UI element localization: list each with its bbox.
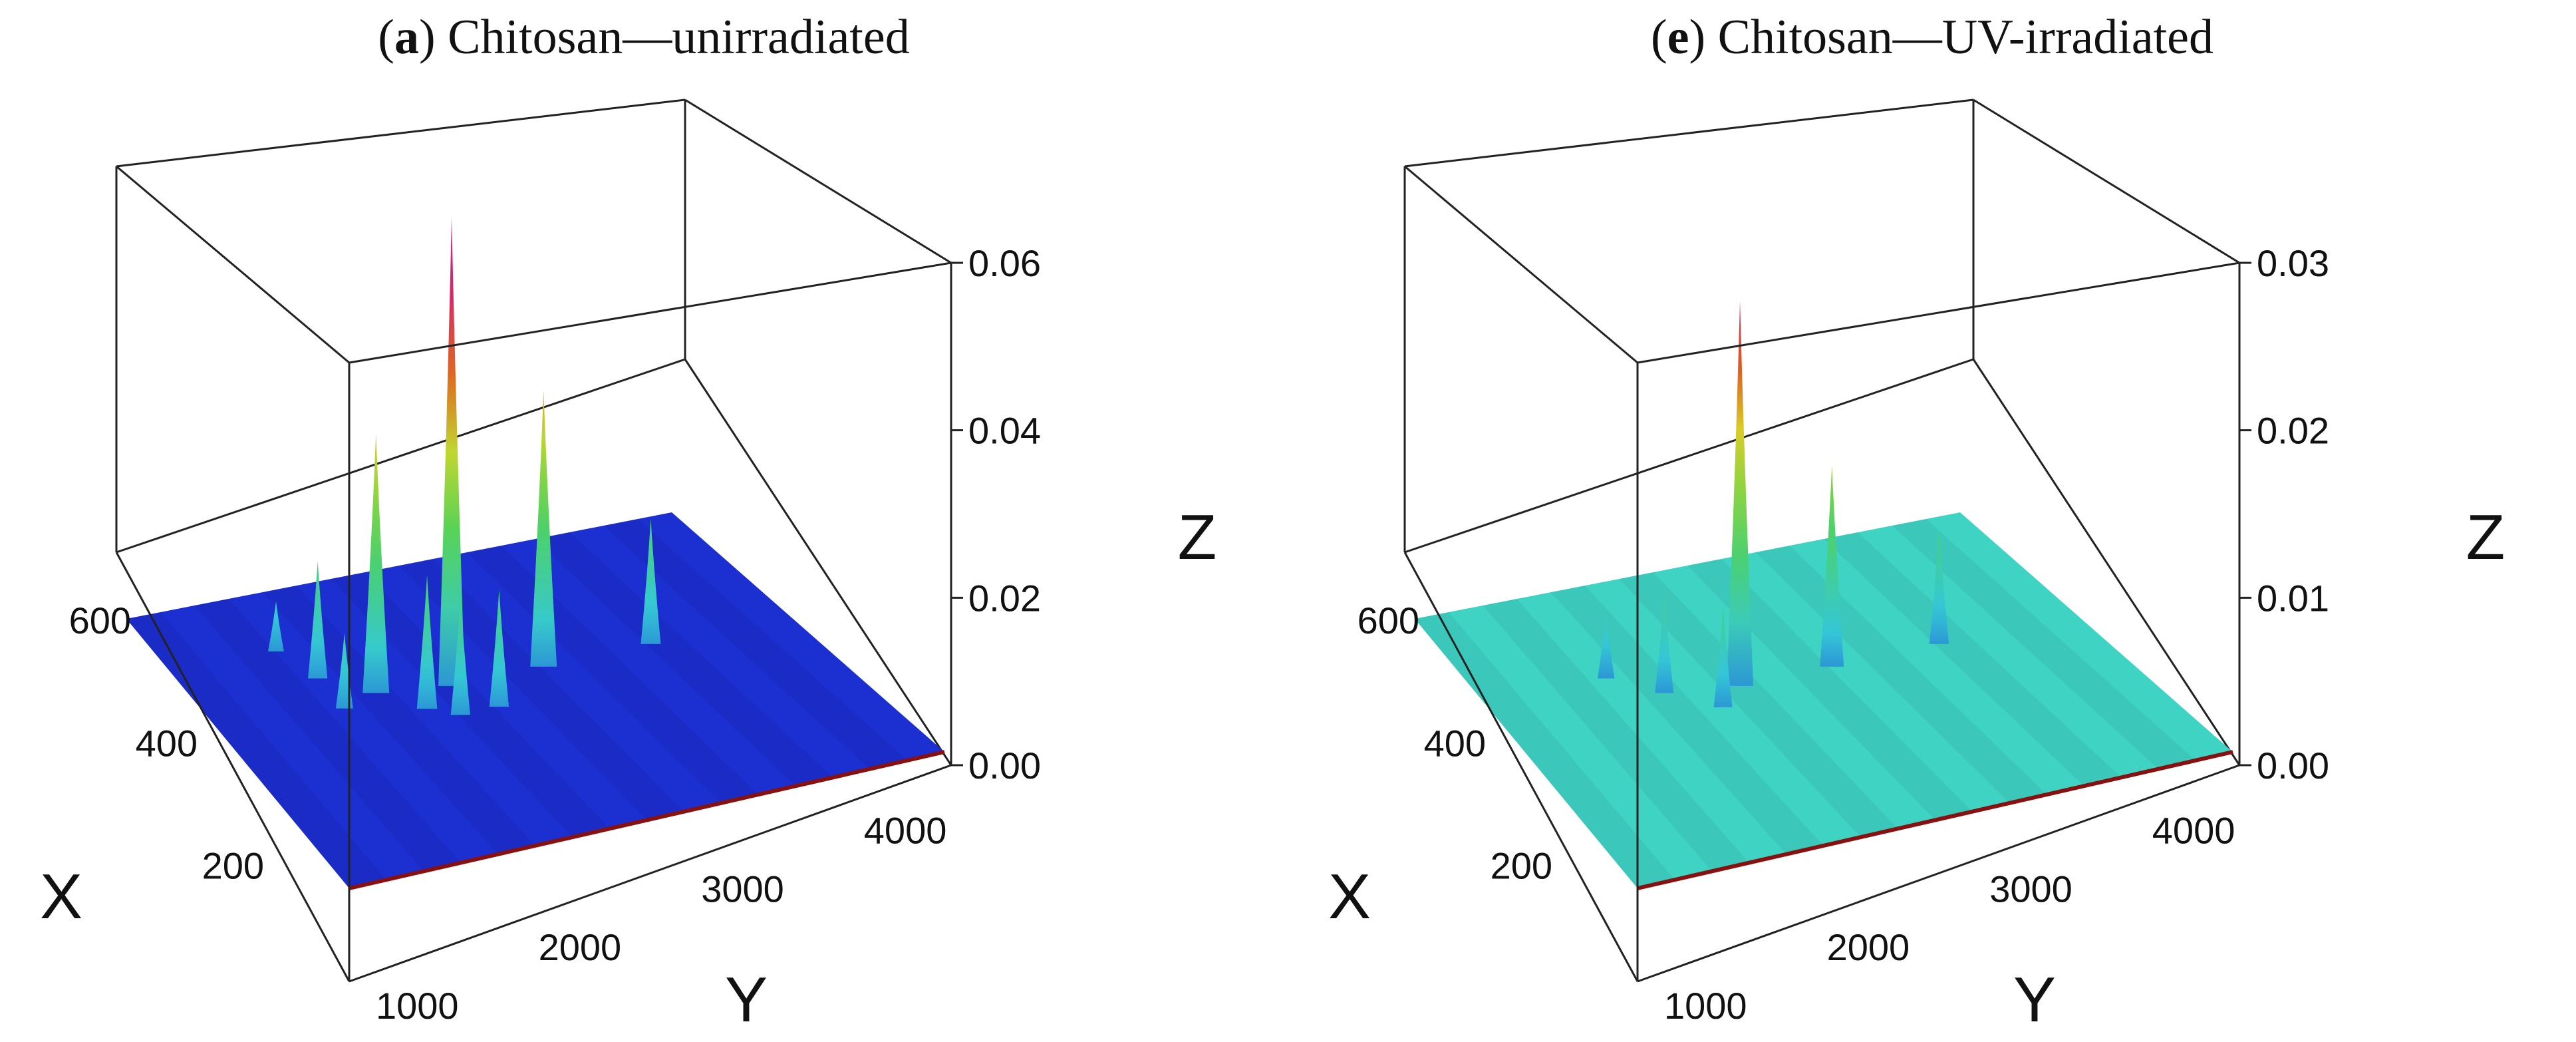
peak — [438, 217, 466, 686]
peak — [1727, 301, 1754, 686]
surface-plot-a: 0.00 0.02 0.04 0.06 Z 200 400 600 X 1000 2000 3000 4… — [40, 98, 1217, 1035]
surface-shade-band — [1483, 599, 1749, 872]
surface-shade-band — [1892, 519, 2196, 769]
surface-shade-band — [1687, 559, 1973, 820]
surface-shade-band — [1619, 572, 1898, 838]
x-axis-label: X — [40, 861, 82, 932]
peak — [416, 574, 438, 709]
x-tick-label: 400 — [136, 722, 198, 764]
surface-shade-band — [603, 519, 908, 769]
surface-shade-band — [1415, 612, 1675, 888]
peaks — [267, 217, 661, 715]
y-tick-label: 1000 — [1664, 985, 1747, 1027]
surface-base — [126, 512, 944, 888]
y-tick-label: 2000 — [1827, 926, 1910, 968]
z-tick-label: 0.03 — [2257, 242, 2329, 284]
z-tick-label: 0.01 — [2257, 577, 2329, 619]
peak — [1713, 606, 1733, 707]
panel-letter: e — [1667, 10, 1689, 65]
panel-title: (e) Chitosan—UV-irradiated — [1650, 10, 2214, 65]
surface-shade-band — [263, 586, 535, 854]
surface-shade-band — [126, 612, 386, 888]
x-axis-label: X — [1328, 861, 1371, 932]
peak — [362, 433, 390, 693]
peak — [450, 598, 471, 715]
z-tick-label: 0.02 — [968, 577, 1041, 619]
peak — [1929, 526, 1949, 644]
z-axis-label: Z — [1178, 502, 1217, 573]
surface-plot-e: 0.00 0.01 0.02 0.03 Z 200 400 600 X 1000 2000 3000 4… — [1328, 98, 2505, 1035]
x-tick-label: 600 — [1358, 600, 1419, 641]
surface-front-rim — [1637, 750, 2233, 890]
y-tick-label: 4000 — [864, 810, 947, 852]
peak — [1598, 611, 1615, 679]
panel-text: Chitosan—unirradiated — [448, 10, 910, 65]
surface-shade-band — [331, 572, 610, 838]
y-tick-label: 3000 — [701, 868, 784, 910]
box-front-edges — [1403, 165, 2241, 983]
box-back-edges — [1403, 98, 2241, 766]
peak — [489, 589, 509, 707]
surface-shade-band — [399, 559, 684, 820]
panel-a: (a) Chitosan—unirradiated 0.00 0.02 0.04 0.… — [40, 10, 1217, 1035]
panel-text: Chitosan—UV-irradiated — [1717, 10, 2214, 65]
x-tick-label: 200 — [1491, 845, 1552, 887]
z-tick-label: 0.06 — [968, 242, 1041, 284]
z-tick-label: 0.04 — [968, 410, 1041, 452]
box-front-edges — [115, 165, 952, 983]
y-tick-label: 1000 — [376, 985, 459, 1027]
peak — [1655, 592, 1674, 693]
surface-front-rim — [349, 750, 945, 890]
x-tick-label: 200 — [202, 845, 264, 887]
panel-e: (e) Chitosan—UV-irradiated 0.00 0.01 0.02 0… — [1288, 0, 2576, 1042]
surface-shade-band — [1551, 586, 1824, 854]
surface-shade-band — [194, 599, 461, 872]
peaks — [1598, 301, 1949, 707]
y-tick-label: 2000 — [539, 926, 622, 968]
surface-base — [1415, 512, 2233, 888]
panel-title: (a) Chitosan—unirradiated — [378, 10, 910, 65]
y-tick-label: 3000 — [1989, 868, 2073, 910]
x-tick-label: 400 — [1424, 722, 1486, 764]
box-back-edges — [115, 98, 952, 766]
z-tick-label: 0.00 — [968, 745, 1041, 786]
peak — [641, 518, 661, 644]
peak — [1820, 465, 1844, 667]
y-axis-label: Y — [725, 964, 768, 1035]
z-axis-label: Z — [2466, 502, 2505, 573]
peak — [530, 390, 557, 667]
surface-shade-band — [535, 532, 833, 786]
peak — [267, 601, 284, 652]
peak — [308, 561, 328, 679]
y-tick-label: 4000 — [2152, 810, 2235, 852]
z-tick-label: 0.00 — [2257, 745, 2329, 786]
y-axis-label: Y — [2013, 964, 2056, 1035]
panel-letter: a — [394, 10, 419, 65]
x-tick-label: 600 — [69, 600, 131, 641]
surface-shade-band — [1824, 532, 2122, 786]
z-tick-label: 0.02 — [2257, 410, 2329, 452]
